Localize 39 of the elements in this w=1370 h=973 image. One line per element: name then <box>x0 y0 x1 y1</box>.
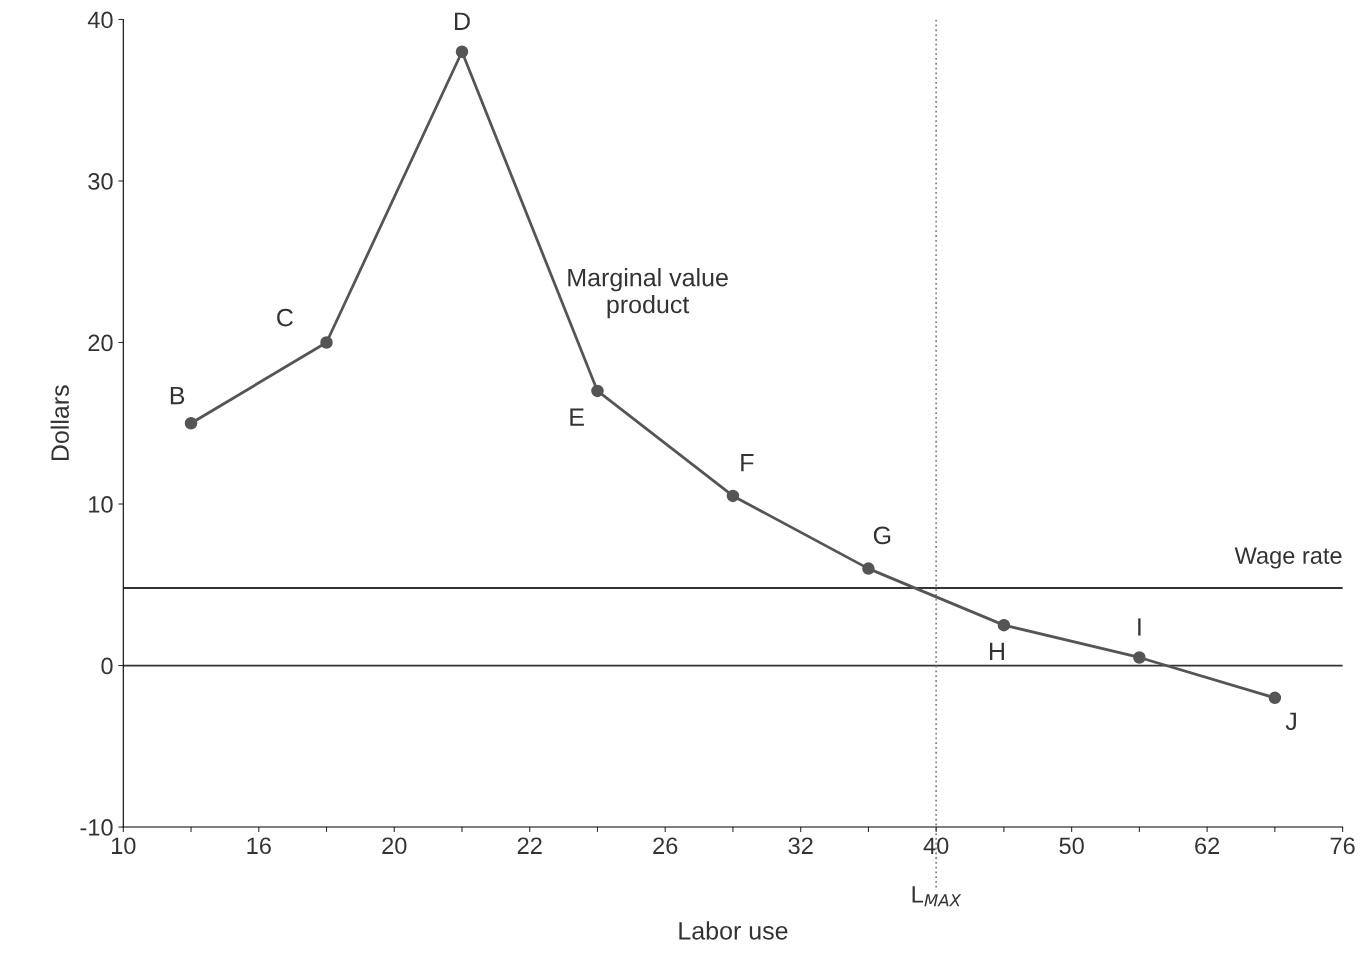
y-tick-label: 30 <box>88 173 113 190</box>
annotation: E <box>570 408 584 426</box>
point <box>726 489 740 503</box>
x-tick-label: 40 <box>923 837 949 855</box>
point <box>1133 651 1146 664</box>
y-tick-label: -10 <box>80 819 113 836</box>
ref-line-label: Wage rate <box>1234 547 1342 569</box>
x-axis-title: Labor use <box>679 921 788 940</box>
x-tick-label: 26 <box>653 837 678 855</box>
point <box>862 562 875 575</box>
annotation: Marginal value product <box>568 268 728 319</box>
y-tick-label: 20 <box>88 334 113 352</box>
x-tick-label: 22 <box>517 837 542 854</box>
x-tick-label: 50 <box>1059 837 1084 855</box>
annotation: F <box>741 454 754 472</box>
y-axis-title: Dollars <box>50 385 69 461</box>
annotation: B <box>170 386 185 405</box>
x-tick-label: 62 <box>1195 837 1220 855</box>
x-tick-label: 32 <box>788 837 813 855</box>
point <box>320 336 333 349</box>
annotation: C <box>277 308 293 327</box>
annotation: H <box>989 642 1004 660</box>
point <box>455 45 469 59</box>
point <box>997 618 1011 632</box>
annotation: J <box>1285 712 1296 731</box>
x-tick-label: 10 <box>111 837 136 855</box>
x-tick-label: 76 <box>1330 837 1355 855</box>
ref-line-label: L$_{MAX}$ <box>912 886 962 907</box>
x-tick-label: 20 <box>382 837 407 855</box>
annotation: I <box>1138 618 1141 636</box>
point <box>1268 691 1282 705</box>
annotation: D <box>455 12 470 30</box>
y-tick-label: 40 <box>87 11 113 29</box>
point <box>184 417 198 430</box>
annotation: G <box>873 526 891 545</box>
x-tick-label: 16 <box>247 837 271 855</box>
y-tick-label: 0 <box>101 657 113 675</box>
y-tick-label: 10 <box>89 496 113 513</box>
point <box>591 384 604 398</box>
